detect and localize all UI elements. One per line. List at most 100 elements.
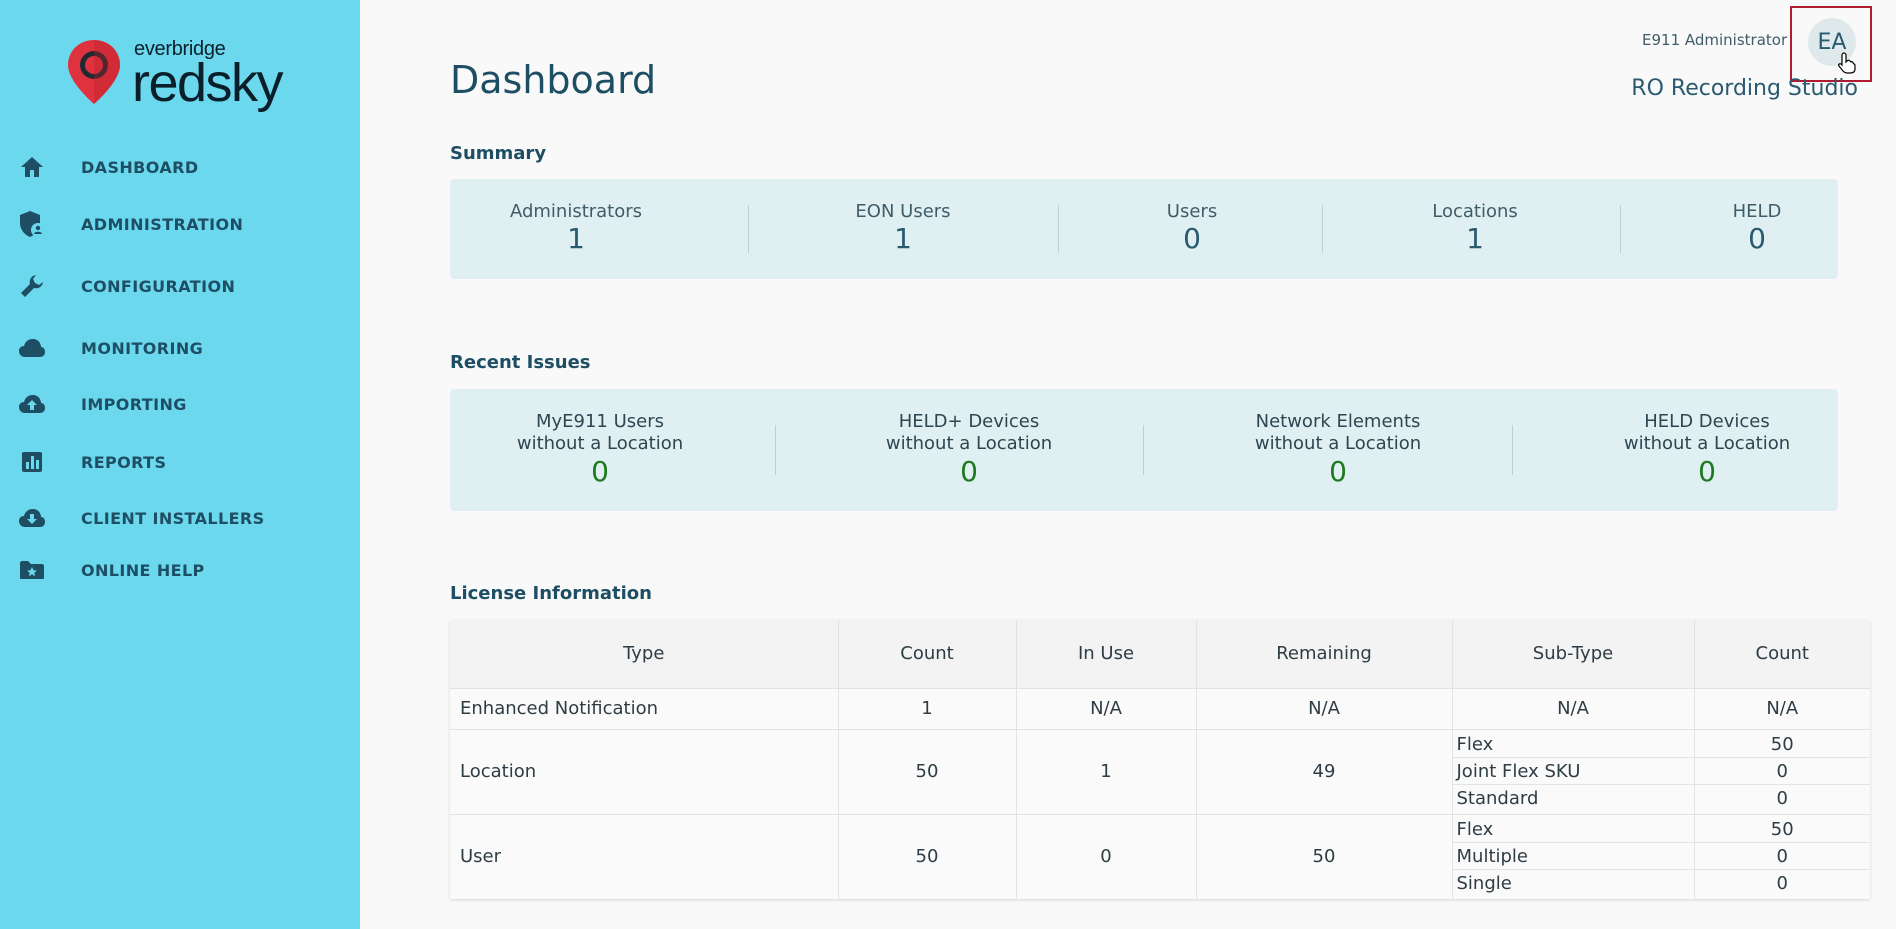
brand-redsky: redsky	[132, 53, 284, 113]
table-row: User 50 0 50 Flex Multiple Single 50 0 0	[450, 813, 1870, 899]
bar-chart-icon	[18, 448, 46, 476]
license-subtype-count: N/A	[1694, 687, 1870, 729]
stat-value: 1	[567, 222, 585, 255]
issue-network-elements[interactable]: Network Elements without a Location 0	[1228, 411, 1448, 489]
license-count: 50	[838, 813, 1017, 899]
subtype-count: 0	[1776, 873, 1788, 895]
stat-value: 1	[1466, 222, 1484, 255]
issue-value: 0	[591, 455, 609, 488]
column-header: In Use	[1016, 620, 1197, 688]
stat-label: Users	[1166, 201, 1218, 222]
license-remaining: 50	[1196, 813, 1453, 899]
issue-line1: HELD+ Devices	[898, 411, 1040, 432]
issue-line2: without a Location	[516, 433, 684, 454]
hand-cursor-icon	[1838, 52, 1856, 74]
avatar[interactable]: EA	[1808, 18, 1856, 66]
license-in-use: 1	[1016, 728, 1197, 814]
nav-reports[interactable]: REPORTS	[0, 440, 360, 484]
stat-eon-users: EON Users 1	[797, 201, 1009, 255]
recent-issues-title: Recent Issues	[450, 352, 591, 373]
issue-held-plus-devices[interactable]: HELD+ Devices without a Location 0	[859, 411, 1079, 489]
subtype-count: 0	[1776, 788, 1788, 809]
license-remaining: N/A	[1196, 687, 1453, 729]
stat-users: Users 0	[1086, 201, 1298, 255]
stat-locations: Locations 1	[1369, 201, 1581, 255]
cloud-icon	[18, 334, 46, 362]
stat-value: 0	[1183, 222, 1201, 255]
license-remaining: 49	[1196, 728, 1453, 814]
issue-value: 0	[1698, 455, 1716, 488]
nav-label: CLIENT INSTALLERS	[81, 508, 265, 528]
divider	[1620, 205, 1621, 253]
nav-monitoring[interactable]: MONITORING	[0, 326, 360, 370]
column-header: Remaining	[1196, 620, 1453, 688]
subtype-name: Single	[1456, 873, 1512, 895]
nav-label: CONFIGURATION	[81, 276, 236, 296]
stat-administrators: Administrators 1	[470, 201, 682, 255]
license-type: Enhanced Notification	[450, 687, 839, 729]
divider	[1512, 425, 1513, 475]
subtype-name: Multiple	[1452, 843, 1694, 871]
divider	[1143, 425, 1144, 475]
recent-issues-panel: MyE911 Users without a Location 0 HELD+ …	[450, 389, 1838, 511]
column-header: Count	[838, 620, 1017, 688]
nav-online-help[interactable]: ONLINE HELP	[0, 548, 360, 592]
stat-value: 1	[894, 222, 912, 255]
issue-value: 0	[1329, 455, 1347, 488]
avatar-highlight: EA	[1790, 6, 1872, 82]
issue-line2: without a Location	[885, 433, 1053, 454]
stat-held: HELD 0	[1651, 201, 1863, 255]
divider	[748, 205, 749, 253]
stat-value: 0	[1748, 222, 1766, 255]
nav-dashboard[interactable]: DASHBOARD	[0, 145, 360, 189]
issue-line2: without a Location	[1254, 433, 1422, 454]
summary-title: Summary	[450, 143, 547, 164]
license-table: Type Count In Use Remaining Sub-Type Cou…	[450, 620, 1870, 899]
license-subtype-count-list: 50 0 0	[1694, 813, 1870, 899]
org-name[interactable]: RO Recording Studio	[1631, 76, 1858, 101]
subtype-name: Flex	[1452, 731, 1694, 758]
nav-label: ONLINE HELP	[81, 560, 205, 580]
issue-mye911-users[interactable]: MyE911 Users without a Location 0	[490, 411, 710, 489]
brand-everbridge: everbridge	[134, 38, 226, 60]
subtype-count: 0	[1694, 843, 1870, 871]
cloud-download-icon	[18, 504, 46, 532]
wrench-icon	[18, 272, 46, 300]
main-content: Dashboard E911 Administrator EA RO Recor…	[360, 0, 1896, 929]
redsky-logo[interactable]: everbridge redsky	[66, 38, 306, 113]
column-header: Count	[1694, 620, 1870, 688]
user-name: E911 Administrator	[1642, 31, 1788, 49]
column-header: Sub-Type	[1452, 620, 1695, 688]
license-subtype: N/A	[1452, 687, 1695, 729]
table-row: Enhanced Notification 1 N/A N/A N/A N/A	[450, 687, 1870, 729]
stat-label: HELD	[1732, 201, 1782, 222]
license-title: License Information	[450, 583, 652, 604]
subtype-name: Standard	[1456, 788, 1539, 809]
divider	[1058, 205, 1059, 253]
location-pin-icon	[68, 40, 120, 104]
issue-held-devices[interactable]: HELD Devices without a Location 0	[1597, 411, 1817, 489]
issue-line2: without a Location	[1623, 433, 1791, 454]
nav-administration[interactable]: ADMINISTRATION	[0, 202, 360, 246]
nav-configuration[interactable]: CONFIGURATION	[0, 264, 360, 308]
license-count: 50	[838, 728, 1017, 814]
license-type: Location	[450, 728, 839, 814]
divider	[775, 425, 776, 475]
stat-label: Locations	[1432, 201, 1518, 222]
folder-star-icon	[18, 556, 46, 584]
column-header: Type	[450, 620, 839, 688]
nav-importing[interactable]: IMPORTING	[0, 382, 360, 426]
subtype-name: Flex	[1452, 816, 1694, 844]
nav-client-installers[interactable]: CLIENT INSTALLERS	[0, 496, 360, 540]
divider	[1322, 205, 1323, 253]
subtype-count: 50	[1694, 816, 1870, 844]
shield-user-icon	[18, 210, 46, 238]
subtype-count: 0	[1694, 758, 1870, 785]
home-icon	[18, 153, 46, 181]
stat-label: Administrators	[509, 201, 643, 222]
license-in-use: N/A	[1016, 687, 1197, 729]
stat-label: EON Users	[855, 201, 951, 222]
license-subtype-list: Flex Multiple Single	[1452, 813, 1695, 899]
license-subtype-list: Flex Joint Flex SKU Standard	[1452, 728, 1695, 814]
summary-panel: Administrators 1 EON Users 1 Users 0 Loc…	[450, 179, 1838, 279]
